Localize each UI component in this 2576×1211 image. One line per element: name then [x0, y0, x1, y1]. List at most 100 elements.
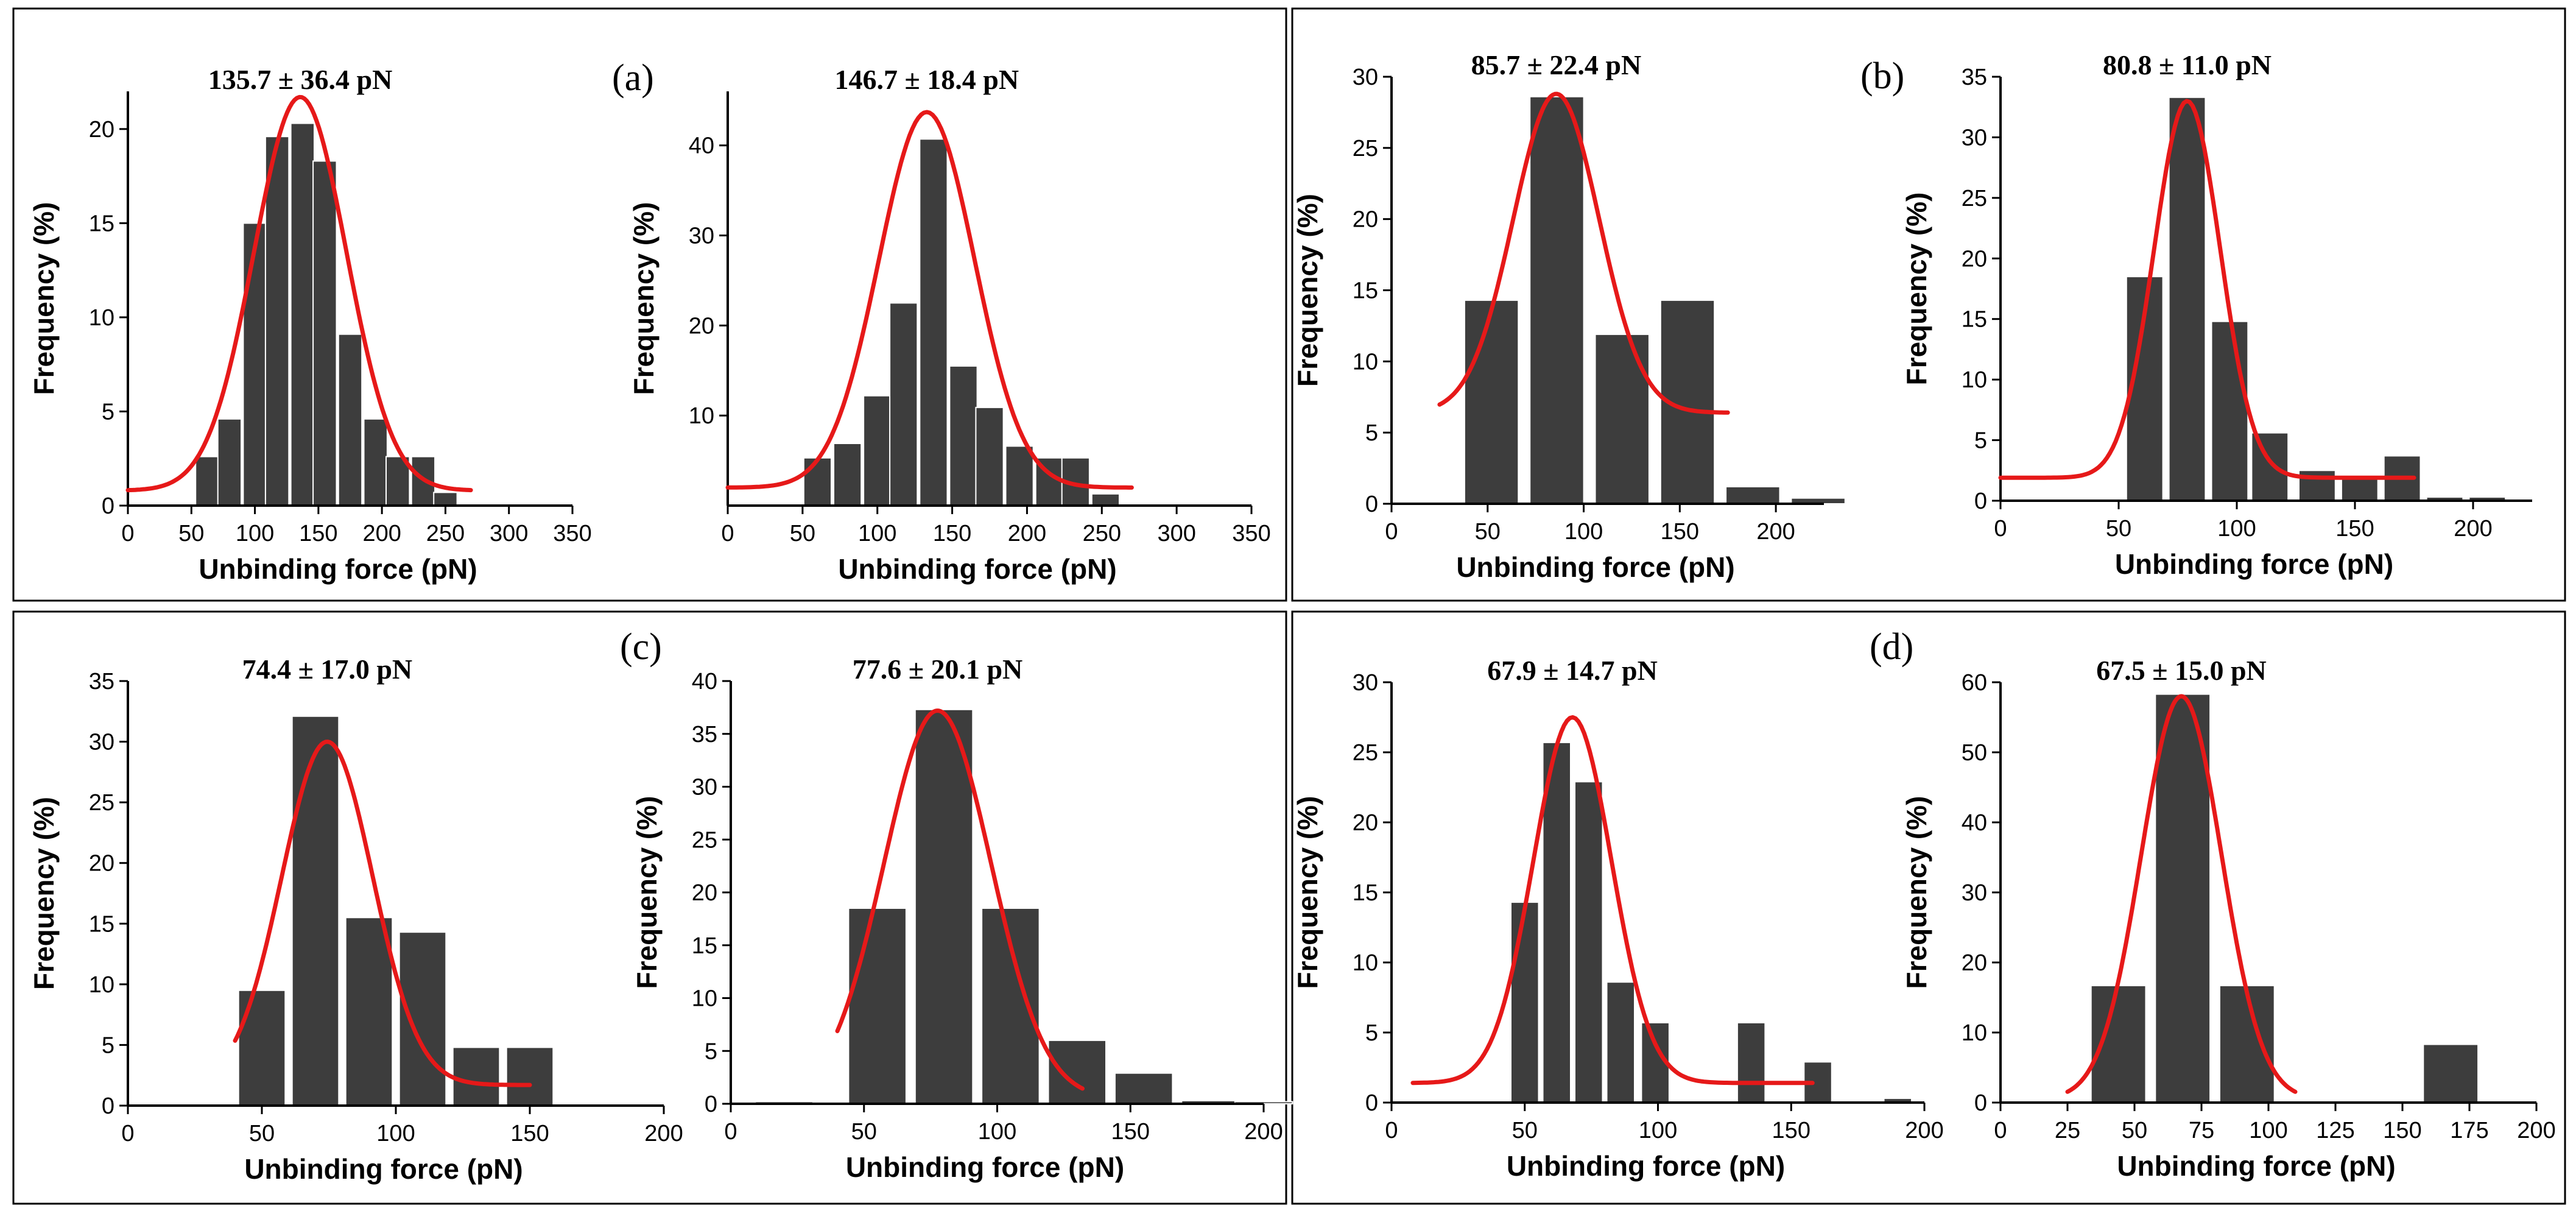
bar-a-left-4 [290, 122, 315, 506]
y-tick-label-a-right-2: 30 [689, 224, 714, 249]
y-tick-label-b-right-7: 35 [1962, 65, 1987, 90]
y-tick-label-a-right-1: 20 [689, 313, 714, 339]
x-tick-label-d-right-1: 25 [2055, 1118, 2080, 1143]
x-tick-label-d-left-0: 0 [1385, 1118, 1398, 1143]
x-tick-label-b-right-2: 100 [2217, 516, 2256, 542]
bar-b-right-3 [2251, 432, 2289, 501]
x-tick-label-c-left-0: 0 [121, 1121, 134, 1146]
bar-a-right-0 [803, 457, 832, 507]
x-tick-label-b-left-2: 100 [1564, 519, 1603, 545]
y-tick-label-d-left-0: 0 [1365, 1090, 1378, 1116]
x-tick-label-d-left-3: 150 [1772, 1118, 1811, 1143]
x-tick-label-a-left-6: 300 [490, 521, 528, 546]
y-tick-label-c-right-8: 40 [692, 669, 717, 694]
panel-d-frame [1291, 610, 2566, 1205]
x-axis-title-a-right: Unbinding force (pN) [838, 553, 1116, 585]
y-axis-title-d-left: Frequency (%) [1292, 796, 1323, 989]
bar-d-left-2 [1574, 781, 1603, 1104]
x-tick-label-d-right-7: 175 [2450, 1118, 2488, 1143]
y-tick-label-b-left-1: 5 [1365, 420, 1378, 446]
bar-c-right-1 [848, 908, 907, 1104]
panel-b-frame [1291, 7, 2566, 602]
bar-a-right-1 [833, 443, 862, 506]
stat-label-a-right: 146.7 ± 18.4 pN [835, 64, 1019, 95]
x-tick-label-c-right-0: 0 [724, 1119, 737, 1145]
y-tick-label-b-right-0: 0 [1974, 489, 1987, 514]
fit-curve-d-left [1410, 715, 1815, 1086]
bar-a-left-1 [217, 418, 242, 506]
x-tick-label-c-right-1: 50 [851, 1119, 877, 1145]
bar-a-left-7 [363, 418, 388, 506]
y-tick-label-c-right-7: 35 [692, 722, 717, 747]
x-tick-label-a-left-4: 200 [362, 521, 401, 546]
y-tick-label-b-right-6: 30 [1962, 125, 1987, 150]
x-tick-label-b-right-4: 200 [2454, 516, 2492, 542]
bar-b-right-1 [2168, 96, 2206, 502]
bar-d-left-0 [1510, 902, 1540, 1103]
x-tick-label-a-right-0: 0 [721, 521, 734, 546]
y-axis-title-b-right: Frequency (%) [1901, 192, 1932, 386]
y-tick-label-a-left-2: 10 [89, 305, 114, 331]
panel-a-frame [12, 7, 1287, 602]
bar-b-left-0 [1463, 299, 1519, 504]
chart-c-left: 0 50 100 150 200 0 5 10 15 20 25 30 35 Unbinding forc… [28, 654, 683, 1185]
x-axis-title-c-left: Unbinding force (pN) [244, 1153, 523, 1185]
chart-b-left: 0 50 100 150 200 0 5 10 15 20 25 30 Unbinding force … [1292, 49, 1846, 583]
y-tick-label-b-right-2: 10 [1962, 367, 1987, 393]
y-axis-title-b-left: Frequency (%) [1292, 194, 1323, 387]
x-tick-label-d-right-3: 75 [2189, 1118, 2214, 1143]
x-tick-label-a-left-3: 150 [299, 521, 337, 546]
y-tick-label-a-right-3: 40 [689, 133, 714, 159]
x-tick-label-c-left-3: 150 [510, 1121, 549, 1146]
y-tick-label-c-left-0: 0 [102, 1093, 114, 1119]
fit-curve-a-right [725, 110, 1134, 490]
y-tick-label-c-right-3: 15 [692, 933, 717, 959]
bar-b-right-2 [2211, 320, 2249, 501]
y-tick-label-d-left-2: 10 [1353, 950, 1378, 976]
bar-a-right-10 [1091, 493, 1121, 506]
x-tick-label-d-left-1: 50 [1512, 1118, 1538, 1143]
fit-curve-d-right [2065, 694, 2298, 1094]
bar-c-right-5 [1114, 1072, 1174, 1104]
y-tick-label-b-right-1: 5 [1974, 428, 1987, 454]
x-tick-label-d-right-8: 200 [2517, 1118, 2555, 1143]
y-tick-label-a-left-0: 0 [102, 493, 114, 519]
x-tick-label-a-left-2: 100 [236, 521, 274, 546]
bar-c-left-2 [345, 917, 393, 1107]
y-tick-label-c-left-1: 5 [102, 1033, 114, 1058]
bar-c-left-5 [505, 1047, 554, 1107]
bar-c-left-4 [452, 1047, 501, 1107]
y-axis-title-c-left: Frequency (%) [28, 797, 60, 990]
y-tick-label-b-right-3: 15 [1962, 307, 1987, 333]
bar-a-right-5 [949, 365, 978, 507]
chart-d-right: 0 25 50 75 100 125 150 175 200 0 10 20 30 40 50 60 Unbin… [1901, 655, 2556, 1182]
y-tick-label-c-right-6: 30 [692, 775, 717, 800]
x-tick-label-c-left-2: 100 [376, 1121, 415, 1146]
bar-a-right-4 [919, 138, 948, 507]
bar-c-left-0 [238, 989, 286, 1107]
chart-a-left: 0 50 100 150 200 250 300 350 0 5 10 15 20 Unbinding f… [28, 64, 592, 585]
fit-curve-c-right [835, 708, 1085, 1091]
x-axis-title-c-right: Unbinding force (pN) [846, 1151, 1124, 1183]
x-tick-label-d-right-0: 0 [1994, 1118, 2007, 1143]
bar-a-left-8 [385, 456, 410, 506]
panel-letter-d: (d) [1870, 626, 1913, 668]
bar-d-right-2 [2219, 985, 2275, 1103]
y-tick-label-c-left-2: 10 [89, 972, 114, 998]
y-tick-label-c-right-1: 5 [705, 1039, 717, 1064]
stat-label-a-left: 135.7 ± 36.4 pN [208, 64, 393, 95]
y-tick-label-d-left-4: 20 [1353, 810, 1378, 836]
y-tick-label-c-right-5: 25 [692, 827, 717, 853]
y-tick-label-c-right-4: 20 [692, 880, 717, 906]
panel-letter-b: (b) [1860, 55, 1904, 97]
x-axis-title-d-left: Unbinding force (pN) [1507, 1150, 1785, 1182]
panel-letter-c: (c) [620, 626, 662, 668]
bar-b-right-5 [2340, 477, 2379, 502]
x-tick-label-a-right-6: 300 [1157, 521, 1195, 546]
y-tick-label-d-left-6: 30 [1353, 670, 1378, 696]
y-tick-label-d-right-5: 50 [1962, 740, 1987, 766]
bar-c-left-1 [291, 715, 340, 1107]
chart-d-left: 0 50 100 150 200 0 5 10 15 20 25 30 Unbinding force … [1292, 655, 1944, 1182]
chart-b-right: 0 50 100 150 200 0 5 10 15 20 25 30 35 Unbinding forc… [1901, 49, 2532, 580]
y-tick-label-d-left-3: 15 [1353, 880, 1378, 906]
